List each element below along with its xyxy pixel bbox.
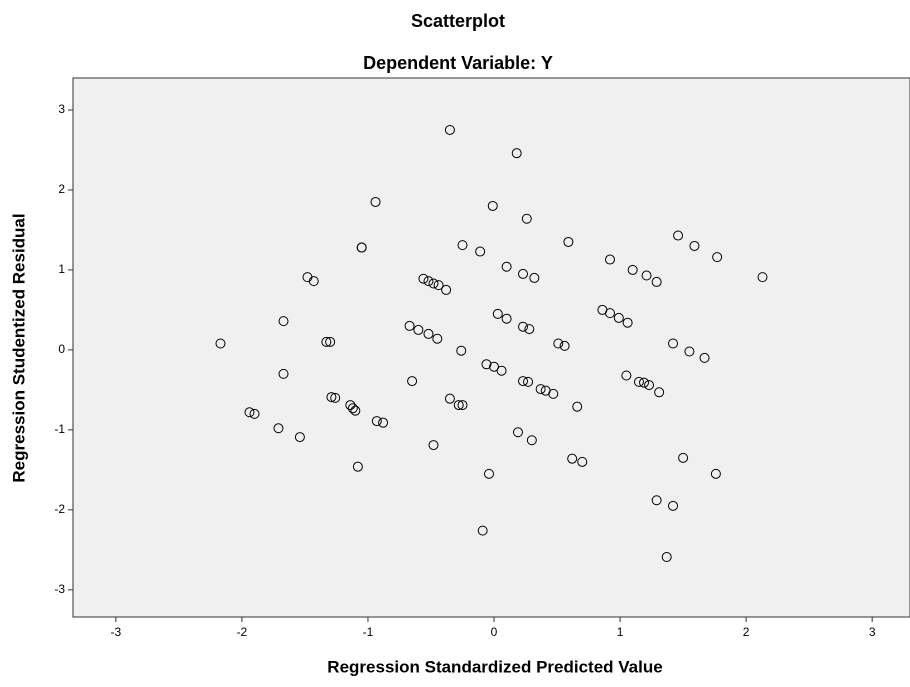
plot-area xyxy=(73,78,910,617)
x-tick-label: -2 xyxy=(237,625,248,639)
y-tick-label: 3 xyxy=(58,102,65,116)
y-tick-label: 1 xyxy=(58,262,65,276)
y-axis-label: Regression Studentized Residual xyxy=(9,213,28,482)
y-tick-label: -2 xyxy=(54,502,65,516)
chart-title: Scatterplot xyxy=(411,11,505,31)
x-tick-label: 2 xyxy=(743,625,750,639)
x-tick-label: 3 xyxy=(869,625,876,639)
chart-subtitle: Dependent Variable: Y xyxy=(363,53,553,73)
x-axis-label: Regression Standardized Predicted Value xyxy=(327,657,662,676)
y-tick-label: 2 xyxy=(58,182,65,196)
y-tick-label: 0 xyxy=(58,342,65,356)
x-tick-label: -1 xyxy=(363,625,374,639)
y-tick-label: -1 xyxy=(54,422,65,436)
y-tick-label: -3 xyxy=(54,582,65,596)
x-tick-label: -3 xyxy=(111,625,122,639)
chart: Scatterplot Dependent Variable: Y Regres… xyxy=(0,0,910,687)
x-tick-label: 1 xyxy=(617,625,624,639)
x-tick-label: 0 xyxy=(491,625,498,639)
